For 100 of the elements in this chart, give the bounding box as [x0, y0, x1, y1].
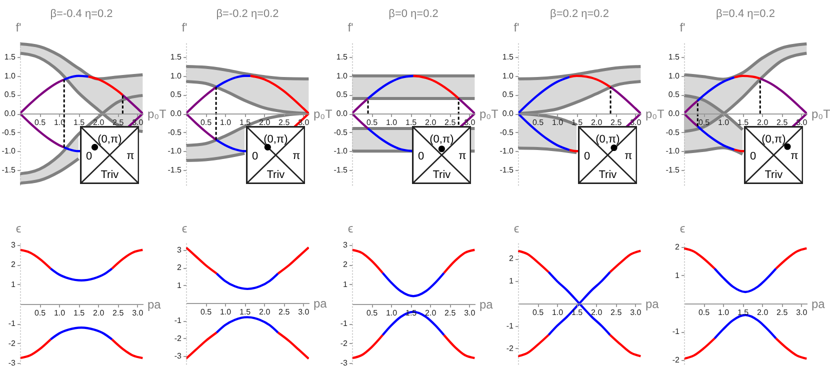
y-tick-label: -1.0: [168, 146, 182, 156]
y-axis-title: ϵ: [348, 222, 354, 236]
x-tick-label: 3.0: [630, 308, 642, 317]
y-tick-label: -2: [672, 355, 680, 364]
y-tick-label: 0.0: [170, 109, 182, 118]
x-tick-label: 0.5: [34, 308, 46, 318]
x-tick-label: 2.5: [278, 118, 290, 127]
x-tick-label: 0.5: [200, 308, 212, 317]
x-axis-title: p₀T: [148, 107, 168, 121]
y-tick-label: 1.0: [336, 71, 348, 80]
y-tick-label: -0.5: [168, 128, 182, 137]
y-axis-title: f': [182, 20, 188, 34]
y-axis-title: f': [514, 20, 520, 34]
annotation: π: [790, 150, 798, 162]
y-tick-label: 3: [343, 240, 348, 250]
x-tick-label: 1.0: [718, 308, 730, 317]
y-tick-label: -1.5: [168, 165, 182, 174]
y-tick-label: -3: [8, 358, 16, 368]
annotation: Triv: [266, 168, 286, 181]
x-tick-label: 2.0: [93, 308, 105, 318]
y-tick-label: 1.5: [4, 52, 16, 62]
x-tick-label: 1.5: [406, 118, 418, 127]
y-tick-label: -1.0: [666, 146, 680, 156]
x-tick-label: 2.0: [425, 308, 437, 318]
y-tick-label: 2: [177, 263, 182, 272]
y-tick-label: 1.0: [502, 71, 514, 80]
x-tick-label: 2.5: [444, 118, 456, 127]
x-tick-label: 2.0: [757, 308, 769, 317]
annotation: (0,π): [430, 132, 454, 145]
x-tick-label: 1.0: [54, 308, 66, 318]
x-tick-label: 3.0: [796, 308, 808, 317]
x-tick-label: 2.0: [591, 118, 603, 127]
y-tick-label: -0.5: [500, 128, 514, 137]
x-tick-label: 3.0: [298, 308, 310, 317]
x-tick-label: 0.5: [200, 118, 212, 127]
y-axis-title: ϵ: [514, 222, 520, 236]
y-tick-label: -3: [340, 358, 348, 368]
annotation: 0: [86, 150, 92, 162]
y-tick-label: -0.5: [334, 128, 348, 137]
y-tick-label: -0.5: [666, 128, 680, 137]
annotation: Triv: [764, 168, 784, 181]
annotation: 0: [584, 150, 590, 162]
annotation: (0,π): [98, 132, 122, 145]
annotation: Triv: [432, 168, 452, 181]
y-tick-label: 0.0: [336, 109, 348, 118]
x-tick-label: 2.5: [610, 308, 622, 317]
y-tick-label: -1.0: [2, 146, 16, 156]
x-tick-label: 0.5: [366, 308, 378, 318]
y-tick-label: -1.0: [500, 146, 514, 156]
x-tick-label: 0.5: [532, 118, 544, 127]
chart-title: β=-0.4 η=0.2: [50, 8, 113, 20]
x-tick-label: 2.5: [112, 118, 124, 127]
x-tick-label: 1.0: [386, 308, 398, 318]
x-axis-title: p₀T: [480, 107, 500, 121]
y-tick-label: 1: [343, 280, 348, 289]
x-tick-label: 1.5: [240, 118, 252, 127]
x-axis-title: pa: [480, 297, 494, 312]
y-axis-title: ϵ: [182, 222, 188, 236]
x-axis-title: pa: [314, 296, 328, 311]
annotation: (0,π): [596, 132, 620, 145]
x-tick-label: 3.0: [464, 118, 476, 127]
x-tick-label: 0.5: [34, 118, 46, 127]
x-tick-label: 1.0: [718, 118, 730, 127]
annotation: 0: [252, 150, 258, 162]
x-tick-label: 0.5: [698, 308, 710, 317]
annotation: Triv: [598, 168, 618, 181]
y-tick-label: 1: [675, 270, 680, 280]
x-axis-title: pa: [646, 297, 660, 311]
y-tick-label: 1: [11, 280, 16, 289]
y-tick-label: -1.5: [666, 165, 680, 174]
x-axis-title: pa: [812, 297, 826, 311]
x-tick-label: 2.5: [444, 308, 456, 318]
y-axis-title: f': [16, 20, 22, 34]
x-tick-label: 3.0: [298, 118, 310, 127]
x-axis-title: pa: [148, 297, 162, 312]
y-tick-label: 3: [177, 246, 182, 255]
y-tick-label: -1: [672, 327, 680, 336]
annotation: π: [624, 150, 632, 162]
x-tick-label: 1.5: [74, 308, 86, 318]
y-tick-label: -2: [506, 344, 514, 353]
y-tick-label: -1.5: [334, 165, 348, 174]
x-tick-label: 3.0: [464, 308, 476, 318]
annotation: 0: [750, 150, 756, 162]
y-tick-label: -2: [340, 338, 348, 348]
x-tick-label: 2.0: [259, 118, 271, 127]
x-axis-title: p₀T: [314, 107, 334, 121]
y-tick-label: 1: [177, 280, 182, 290]
y-tick-label: 0.5: [336, 90, 348, 100]
x-tick-label: 2.0: [259, 308, 271, 317]
x-tick-label: 2.0: [425, 118, 437, 127]
y-tick-label: -2: [8, 338, 16, 348]
y-tick-label: 0.5: [668, 90, 680, 100]
x-tick-label: 1.5: [572, 308, 584, 317]
annotation: π: [458, 150, 466, 162]
x-tick-label: 2.0: [591, 308, 603, 317]
y-tick-label: -1: [174, 316, 182, 326]
x-tick-label: 1.5: [572, 118, 584, 127]
x-tick-label: 2.0: [93, 118, 105, 127]
y-tick-label: 1.5: [336, 52, 348, 62]
y-axis-title: f': [680, 20, 686, 34]
